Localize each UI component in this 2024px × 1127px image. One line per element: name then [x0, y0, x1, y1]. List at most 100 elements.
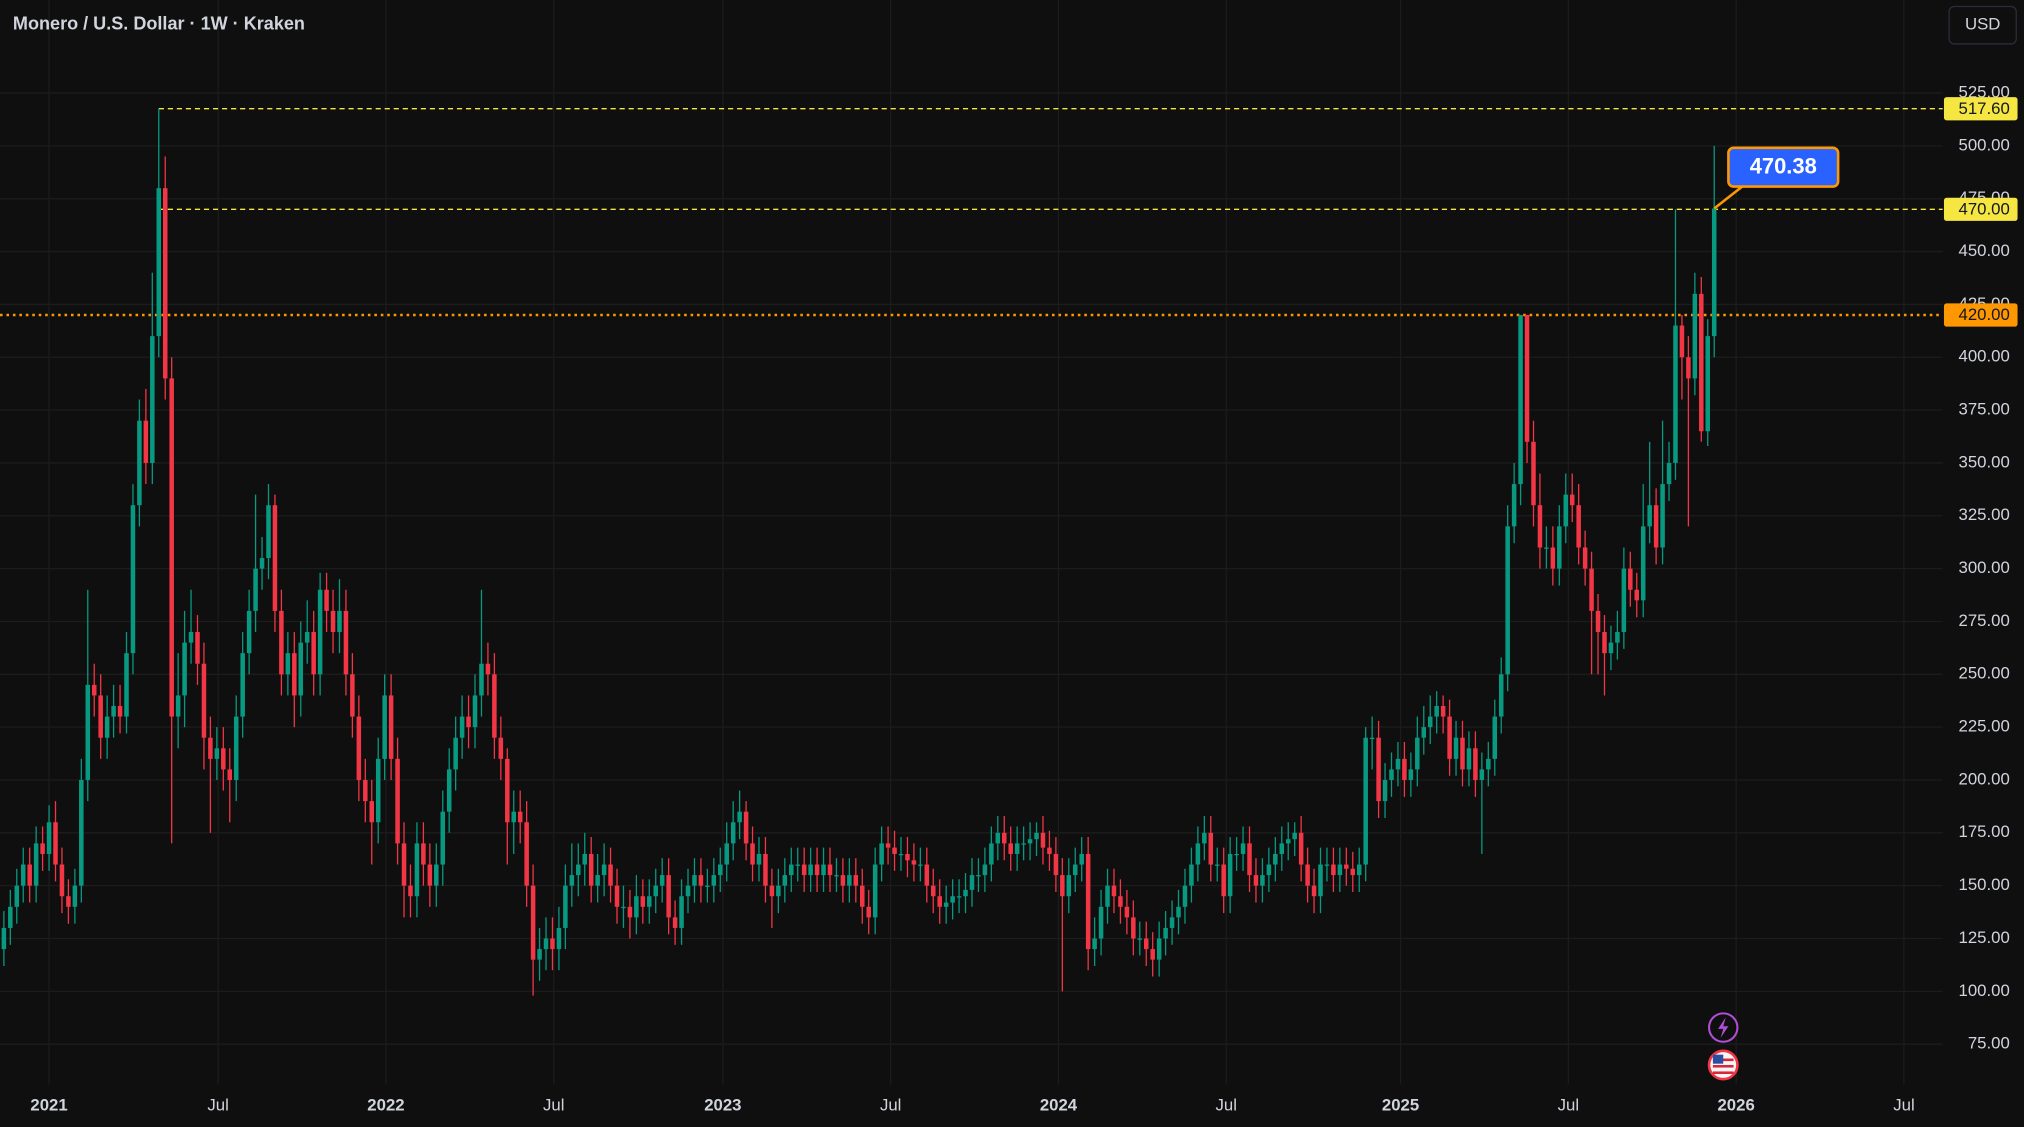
candle-body: [776, 885, 781, 897]
candle-body: [298, 642, 304, 696]
currency-button[interactable]: [1948, 5, 2017, 45]
x-tick-label: 2023: [704, 1096, 741, 1115]
candle-body: [543, 938, 549, 950]
candle-body: [724, 843, 729, 865]
candle-body: [1053, 853, 1059, 876]
candle-body: [956, 896, 962, 898]
candle-body: [421, 843, 426, 865]
candle-body: [492, 674, 497, 738]
candle-body: [130, 505, 136, 654]
candle-body: [33, 843, 39, 886]
event-icon[interactable]: [1708, 1012, 1739, 1043]
y-tick-label: 350.00: [1959, 452, 2010, 471]
candle-body: [685, 885, 691, 897]
candle-body: [1163, 927, 1168, 939]
candle-body: [401, 843, 407, 886]
candle-body: [1679, 325, 1685, 358]
candle-body: [860, 885, 865, 907]
candle-body: [1311, 885, 1317, 897]
candle-body: [1285, 839, 1291, 844]
x-tick-label: 2021: [30, 1096, 67, 1115]
candle-body: [240, 653, 245, 717]
y-tick-label: 150.00: [1959, 875, 2010, 894]
candle-body: [472, 695, 478, 728]
candle-body: [563, 885, 568, 928]
price-label-box: [1943, 303, 2018, 327]
candle-body: [640, 896, 646, 907]
candle-body: [201, 663, 207, 738]
candle-body: [659, 875, 665, 886]
candle-body: [1227, 853, 1233, 897]
candle-body: [950, 896, 955, 903]
candle-body: [1298, 832, 1304, 865]
candle-body: [1531, 441, 1536, 506]
candle-body: [718, 864, 723, 876]
candle-body: [969, 875, 975, 890]
candle-body: [789, 864, 794, 876]
candle-body: [1331, 864, 1336, 876]
candle-body: [388, 695, 394, 759]
candle-body: [1273, 853, 1278, 865]
candle-body: [1634, 589, 1640, 601]
candle-body: [821, 864, 826, 876]
candle-body: [653, 885, 658, 897]
candle-body: [143, 420, 149, 463]
candle-body: [1557, 526, 1562, 569]
candle-body: [763, 853, 768, 886]
candle-body: [1427, 716, 1433, 728]
candle-body: [1705, 336, 1711, 432]
candle-body: [885, 843, 891, 848]
y-tick-label: 300.00: [1959, 558, 2010, 577]
candle-body: [750, 843, 755, 865]
candle-body: [1440, 706, 1446, 717]
candle-body: [324, 589, 329, 611]
candle-body: [104, 716, 110, 738]
candle-body: [1240, 843, 1246, 854]
x-tick-label: Jul: [207, 1096, 228, 1115]
candle-body: [711, 875, 717, 886]
y-tick-label: 225.00: [1959, 717, 2010, 736]
x-tick-label: 2022: [367, 1096, 404, 1115]
candle-body: [1473, 748, 1478, 780]
candle-body: [621, 906, 626, 909]
candle-body: [1337, 864, 1343, 876]
candle-body: [162, 188, 168, 379]
y-tick-label: 325.00: [1959, 505, 2010, 524]
candle-body: [1189, 864, 1194, 886]
candle-body: [1324, 864, 1330, 866]
candle-body: [1576, 505, 1581, 548]
candle-body: [14, 885, 20, 907]
candle-body: [1550, 547, 1556, 569]
currency-label[interactable]: USD: [1965, 15, 2000, 34]
candle-body: [1660, 484, 1665, 548]
candle-body: [1150, 949, 1155, 960]
y-tick-label: 200.00: [1959, 769, 2010, 788]
candle-body: [989, 843, 994, 865]
economic-event-icon[interactable]: [1707, 1049, 1739, 1081]
candle-body: [214, 748, 220, 759]
candle-body: [150, 336, 155, 463]
candle-body: [524, 822, 529, 886]
candle-body: [1711, 208, 1717, 337]
candle-body: [395, 758, 400, 844]
candle-body: [1434, 706, 1439, 717]
candle-body: [1653, 505, 1659, 548]
candle-body: [537, 949, 542, 960]
x-tick-label: 2025: [1382, 1096, 1419, 1115]
candle-body: [1518, 314, 1523, 485]
candle-body: [982, 864, 988, 876]
candle-body: [1156, 938, 1162, 960]
callout-label: 470.38: [1750, 154, 1817, 179]
candle-body: [834, 875, 839, 877]
candle-body: [666, 875, 671, 918]
candle-body: [1699, 293, 1704, 432]
candle-body: [801, 864, 807, 876]
candle-body: [769, 885, 775, 897]
candle-body: [892, 847, 897, 854]
candle-body: [137, 420, 142, 506]
candle-body: [1647, 505, 1652, 527]
price-label: 470.00: [1959, 199, 2010, 218]
